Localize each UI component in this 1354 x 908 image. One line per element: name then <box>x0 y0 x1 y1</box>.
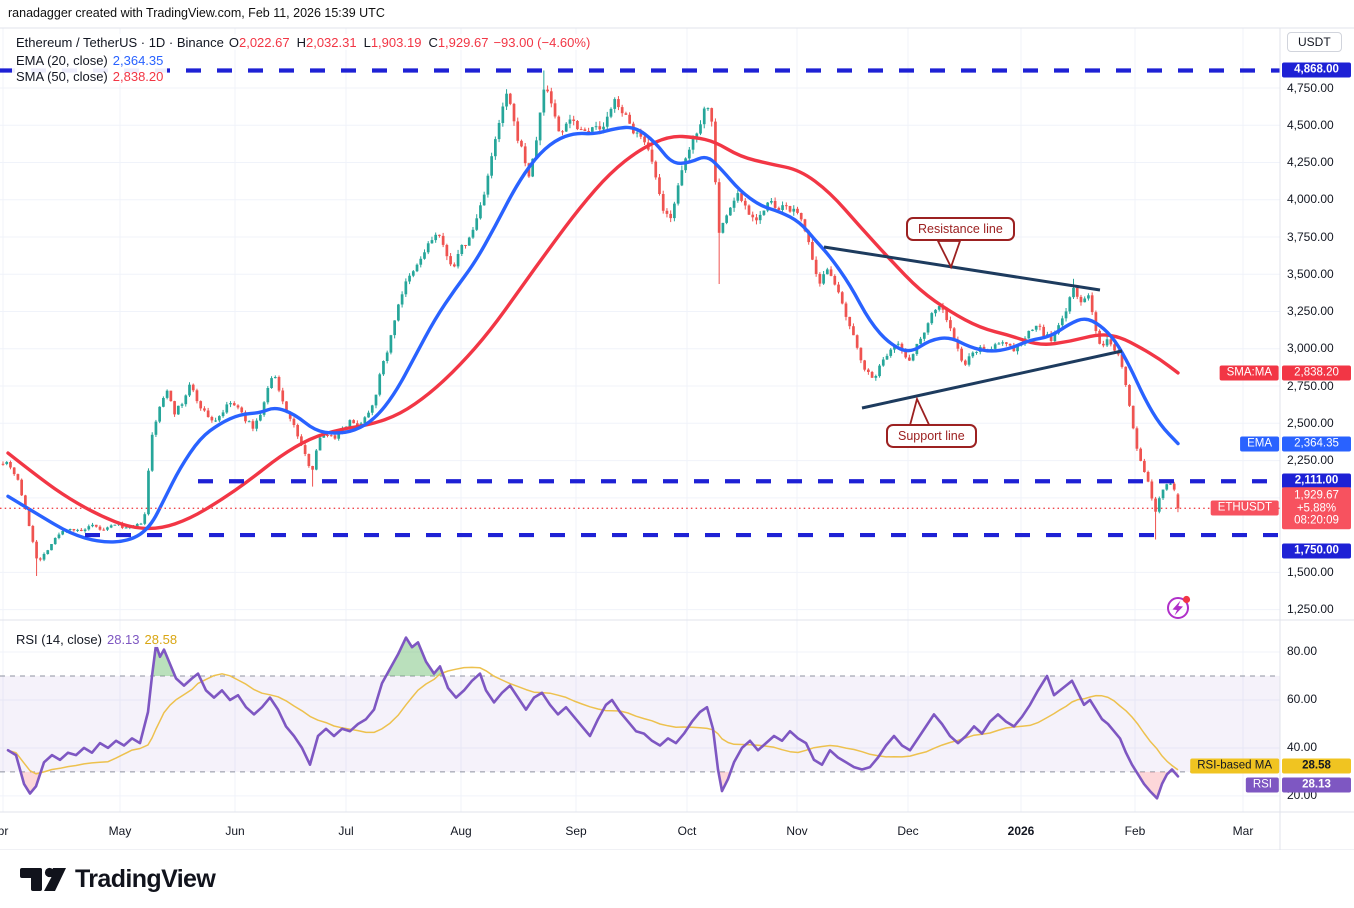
price-axis-badge: 2,364.35 <box>1282 436 1351 452</box>
time-axis-label[interactable]: Aug <box>450 824 472 838</box>
price-tick-label: 1,250.00 <box>1287 602 1334 617</box>
time-axis-label[interactable]: May <box>108 824 132 838</box>
price-tick-label: 2,750.00 <box>1287 378 1334 393</box>
ohlc-item: H2,032.31 <box>296 34 357 50</box>
candles <box>1 70 1180 576</box>
tradingview-logo-icon <box>20 867 66 891</box>
rsi-series-chip: RSI-based MA <box>1190 758 1279 774</box>
price-axis-badge: 2,838.20 <box>1282 365 1351 381</box>
price-badge-row: 1,929.67 <box>1294 489 1339 502</box>
price-badge-row: 08:20:09 <box>1294 514 1339 527</box>
sma-legend-row[interactable]: SMA (50, close) 2,838.20 <box>12 68 168 84</box>
flash-icon[interactable] <box>1167 595 1191 619</box>
ohlc-item: C1,929.67 <box>428 34 489 50</box>
rsi-tick-label: 40.00 <box>1287 740 1318 755</box>
axis-series-chip: EMA <box>1240 436 1279 452</box>
rsi-ma-line <box>7 666 1179 775</box>
rsi-tick-label: 60.00 <box>1287 692 1318 707</box>
tradingview-logo[interactable]: TradingView <box>20 862 216 896</box>
axis-series-chip: SMA:MA <box>1219 365 1279 381</box>
rsi-label: RSI (14, close) <box>16 631 102 647</box>
time-axis-label[interactable]: Sep <box>565 824 587 838</box>
tradingview-logo-text: TradingView <box>75 864 216 893</box>
price-axis-badge: 2,111.00 <box>1282 473 1351 489</box>
rsi-band <box>0 675 1280 772</box>
time-axis-label[interactable]: Mar <box>1232 824 1254 838</box>
rsi-legend-row[interactable]: RSI (14, close) 28.13 28.58 <box>12 631 182 647</box>
rsi-value: 28.13 <box>106 631 140 647</box>
price-tick-label: 4,750.00 <box>1287 80 1334 95</box>
rsi-oversold-fill <box>20 771 41 794</box>
price-badge-row: +5.88% <box>1296 502 1337 515</box>
time-axis-label[interactable]: Nov <box>786 824 808 838</box>
price-tick-label: 3,750.00 <box>1287 229 1334 244</box>
resistance-trendline <box>823 245 1101 292</box>
sma-value: 2,838.20 <box>112 68 164 84</box>
time-axis-label[interactable]: Jul <box>338 824 354 838</box>
price-tick-label: 4,000.00 <box>1287 192 1334 207</box>
rsi-tick-label: 80.00 <box>1287 644 1318 659</box>
symbol-title: Ethereum / TetherUS · 1D · Binance <box>16 34 224 50</box>
ema-line <box>6 125 1180 544</box>
time-axis-label[interactable]: 2026 <box>1007 824 1035 838</box>
rsi-line <box>6 636 1180 800</box>
rsi-series-chip: RSI <box>1245 777 1279 793</box>
time-axis-label[interactable]: Feb <box>1124 824 1146 838</box>
footer: TradingView <box>0 850 1354 908</box>
ohlc-values: O2,022.67 H2,032.31 L1,903.19 C1,929.67 <box>229 35 489 50</box>
resistance-callout-tail <box>936 240 962 270</box>
time-axis-label[interactable]: Dec <box>897 824 919 838</box>
rsi-ma-value: 28.58 <box>144 631 178 647</box>
ema-legend-row[interactable]: EMA (20, close) 2,364.35 <box>12 52 168 68</box>
change-value: −93.00 (−4.60%) <box>493 34 591 50</box>
support-line-callout: Support line <box>886 424 977 448</box>
resistance-line-callout: Resistance line <box>906 217 1015 241</box>
ohlc-item: L1,903.19 <box>363 34 422 50</box>
resistance-callout-text: Resistance line <box>918 222 1003 236</box>
price-tick-label: 4,500.00 <box>1287 117 1334 132</box>
support-trendline <box>861 349 1123 410</box>
price-tick-label: 3,500.00 <box>1287 266 1334 281</box>
price-tick-label: 3,000.00 <box>1287 341 1334 356</box>
time-axis-label[interactable]: pr <box>0 824 9 838</box>
price-tick-label: 3,250.00 <box>1287 304 1334 319</box>
price-tick-label: 1,500.00 <box>1287 564 1334 579</box>
axis-series-chip: ETHUSDT <box>1210 500 1279 516</box>
price-axis-badge: 1,929.67 +5.88% 08:20:09 <box>1282 487 1351 530</box>
support-callout-text: Support line <box>898 429 965 443</box>
ema-value: 2,364.35 <box>112 52 164 68</box>
price-tick-label: 4,250.00 <box>1287 155 1334 170</box>
price-tick-label: 2,500.00 <box>1287 415 1334 430</box>
price-tick-label: 2,250.00 <box>1287 453 1334 468</box>
sma-line <box>6 134 1180 531</box>
price-axis-badge: 1,750.00 <box>1282 543 1351 559</box>
symbol-legend-row[interactable]: Ethereum / TetherUS · 1D · Binance O2,02… <box>12 34 595 50</box>
time-axis-label[interactable]: Jun <box>225 824 245 838</box>
rsi-axis-badge: 28.13 <box>1282 777 1351 793</box>
time-axis-label[interactable]: Oct <box>677 824 697 838</box>
ohlc-item: O2,022.67 <box>228 34 290 50</box>
currency-toggle-button[interactable]: USDT <box>1287 32 1342 52</box>
sma-label: SMA (50, close) <box>16 68 108 84</box>
ema-label: EMA (20, close) <box>16 52 108 68</box>
price-axis-badge: 4,868.00 <box>1282 62 1351 78</box>
rsi-oversold-fill <box>1136 771 1170 799</box>
rsi-axis-badge: 28.58 <box>1282 758 1351 774</box>
attribution-text: ranadagger created with TradingView.com,… <box>8 6 385 20</box>
